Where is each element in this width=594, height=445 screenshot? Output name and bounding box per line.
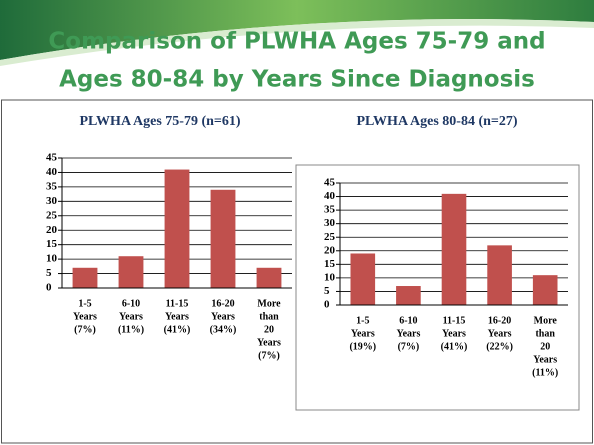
x-tick-label: (22%) bbox=[486, 341, 513, 352]
y-tick-label: 15 bbox=[324, 258, 336, 270]
x-tick-label: (7%) bbox=[74, 324, 96, 335]
x-tick-label: Years bbox=[211, 311, 235, 322]
x-tick-label: (11%) bbox=[118, 324, 144, 335]
y-tick-label: 5 bbox=[46, 267, 52, 279]
x-tick-label: 1-5 bbox=[78, 298, 91, 309]
y-tick-label: 20 bbox=[46, 224, 58, 236]
y-tick-label: 45 bbox=[324, 177, 336, 189]
header-band bbox=[0, 0, 594, 60]
x-tick-label: Years bbox=[119, 311, 143, 322]
bar bbox=[396, 286, 421, 305]
bar bbox=[487, 245, 512, 305]
x-tick-label: Years bbox=[257, 337, 281, 348]
bar bbox=[210, 189, 236, 288]
x-tick-label: 11-15 bbox=[166, 298, 189, 309]
x-tick-label: 6-10 bbox=[122, 298, 140, 309]
slide-title: Comparison of PLWHA Ages 75-79 and bbox=[48, 29, 545, 55]
x-tick-label: More bbox=[257, 298, 281, 309]
y-tick-label: 10 bbox=[324, 271, 336, 283]
x-tick-label: Years bbox=[488, 328, 512, 339]
bar bbox=[350, 253, 376, 305]
x-tick-label: 16-20 bbox=[488, 315, 511, 326]
x-tick-label: (7%) bbox=[258, 350, 280, 361]
y-tick-label: 25 bbox=[46, 209, 58, 221]
bar bbox=[256, 267, 282, 288]
chart-border bbox=[295, 164, 580, 411]
bar bbox=[164, 169, 190, 288]
y-tick-label: 40 bbox=[46, 166, 58, 178]
x-tick-label: (41%) bbox=[441, 341, 468, 352]
x-tick-label: than bbox=[535, 328, 555, 339]
y-tick-label: 30 bbox=[324, 217, 336, 229]
y-tick-label: 0 bbox=[46, 282, 52, 294]
x-tick-label: 1-5 bbox=[356, 315, 369, 326]
x-tick-label: More bbox=[534, 315, 558, 326]
x-tick-label: (11%) bbox=[532, 367, 558, 378]
x-tick-label: than bbox=[259, 311, 279, 322]
y-tick-label: 0 bbox=[324, 299, 330, 311]
x-tick-label: 20 bbox=[264, 324, 274, 335]
bar bbox=[118, 256, 144, 288]
x-tick-label: 16-20 bbox=[211, 298, 234, 309]
chart-title: PLWHA Ages 80-84 (n=27) bbox=[356, 114, 517, 129]
x-tick-label: (7%) bbox=[398, 341, 420, 352]
chart-title: PLWHA Ages 75-79 (n=61) bbox=[79, 114, 240, 129]
slide-frame bbox=[1, 99, 593, 444]
x-tick-label: Years bbox=[396, 328, 420, 339]
x-tick-label: Years bbox=[533, 354, 557, 365]
y-tick-label: 35 bbox=[324, 204, 336, 216]
y-tick-label: 35 bbox=[46, 180, 58, 192]
x-tick-label: Years bbox=[165, 311, 189, 322]
x-tick-label: Years bbox=[73, 311, 97, 322]
y-tick-label: 20 bbox=[324, 244, 336, 256]
x-tick-label: Years bbox=[351, 328, 375, 339]
x-tick-label: (19%) bbox=[349, 341, 376, 352]
y-tick-label: 25 bbox=[324, 231, 336, 243]
x-tick-label: Years bbox=[442, 328, 466, 339]
x-tick-label: 20 bbox=[540, 341, 550, 352]
y-tick-label: 30 bbox=[46, 195, 58, 207]
y-tick-label: 10 bbox=[46, 253, 58, 265]
y-tick-label: 45 bbox=[46, 152, 58, 164]
y-tick-label: 15 bbox=[46, 238, 58, 250]
header-swoosh bbox=[0, 19, 594, 66]
y-tick-label: 40 bbox=[324, 190, 336, 202]
bar bbox=[441, 193, 467, 305]
slide-title: Ages 80-84 by Years Since Diagnosis bbox=[59, 67, 535, 93]
bar bbox=[532, 275, 558, 305]
x-tick-label: (41%) bbox=[164, 324, 191, 335]
x-tick-label: 11-15 bbox=[443, 315, 466, 326]
x-tick-label: (34%) bbox=[210, 324, 237, 335]
x-tick-label: 6-10 bbox=[399, 315, 417, 326]
bar bbox=[72, 267, 98, 288]
y-tick-label: 5 bbox=[324, 285, 330, 297]
